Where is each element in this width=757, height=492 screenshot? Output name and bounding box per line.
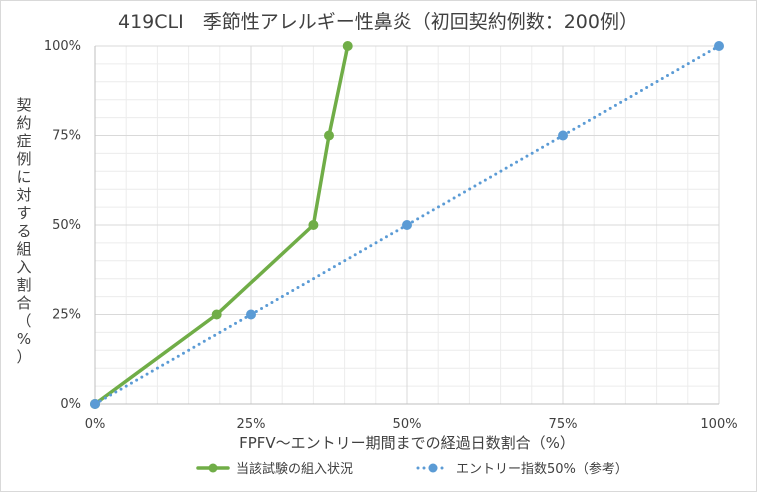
- y-axis-label-char: に: [16, 168, 31, 186]
- chart-legend: 当該試験の組入状況 エントリー指数50%（参考）: [196, 461, 628, 477]
- series-point-reference-entry-index: [402, 220, 412, 230]
- series-point-reference-entry-index: [558, 130, 568, 141]
- x-tick-label: 50%: [393, 417, 422, 432]
- series-point-current-trial: [324, 130, 334, 141]
- y-axis-label-char: 契: [16, 96, 31, 114]
- x-axis-label: FPFV～エントリー期間までの経過日数割合（%）: [239, 434, 575, 452]
- x-tick-label: 0%: [85, 417, 106, 432]
- y-axis-label-char: 症: [16, 132, 31, 150]
- series-point-reference-entry-index: [714, 41, 724, 51]
- y-axis-label-char: す: [16, 204, 31, 222]
- legend-label-reference-entry-index: エントリー指数50%（参考）: [456, 461, 628, 477]
- series-point-current-trial: [211, 309, 222, 320]
- x-tick-label: 75%: [549, 417, 578, 432]
- series-point-current-trial: [308, 220, 319, 230]
- x-tick-label: 25%: [237, 417, 266, 432]
- y-axis-label-char: （: [16, 312, 31, 330]
- y-axis-label-char: 組: [16, 240, 31, 258]
- series-point-current-trial: [342, 41, 353, 51]
- y-axis-label-char: 例: [16, 150, 31, 168]
- y-axis-label-char: る: [16, 222, 31, 240]
- y-axis-label-char: 対: [16, 186, 31, 204]
- y-axis-label-char: 合: [16, 294, 31, 312]
- y-axis-label-char: 割: [16, 276, 31, 294]
- y-axis-label-char: %: [17, 330, 31, 348]
- series-point-reference-entry-index: [246, 309, 256, 320]
- y-axis-label-char: 約: [16, 114, 31, 132]
- chart-title: 419CLI 季節性アレルギー性鼻炎（初回契約例数：200例）: [118, 11, 638, 33]
- legend-marker-current-trial: [208, 463, 218, 473]
- y-tick-label: 100%: [44, 39, 81, 54]
- y-tick-label: 75%: [52, 129, 81, 144]
- legend-label-current-trial: 当該試験の組入状況: [236, 461, 353, 477]
- y-tick-label: 50%: [52, 218, 81, 233]
- tick-labels: 0% 0% 25% 25% 50% 50% 75% 75% 100% 100%: [44, 39, 738, 432]
- y-axis-label-char: ）: [16, 348, 31, 366]
- legend-marker-reference-entry-index: [428, 463, 438, 473]
- y-axis-label-char: 入: [16, 258, 31, 276]
- series-layer: [90, 41, 724, 409]
- chart-axes: [94, 46, 719, 405]
- series-point-reference-entry-index: [90, 399, 100, 409]
- y-tick-label: 25%: [52, 308, 81, 323]
- y-tick-label: 0%: [60, 397, 81, 412]
- x-tick-label: 100%: [700, 417, 737, 432]
